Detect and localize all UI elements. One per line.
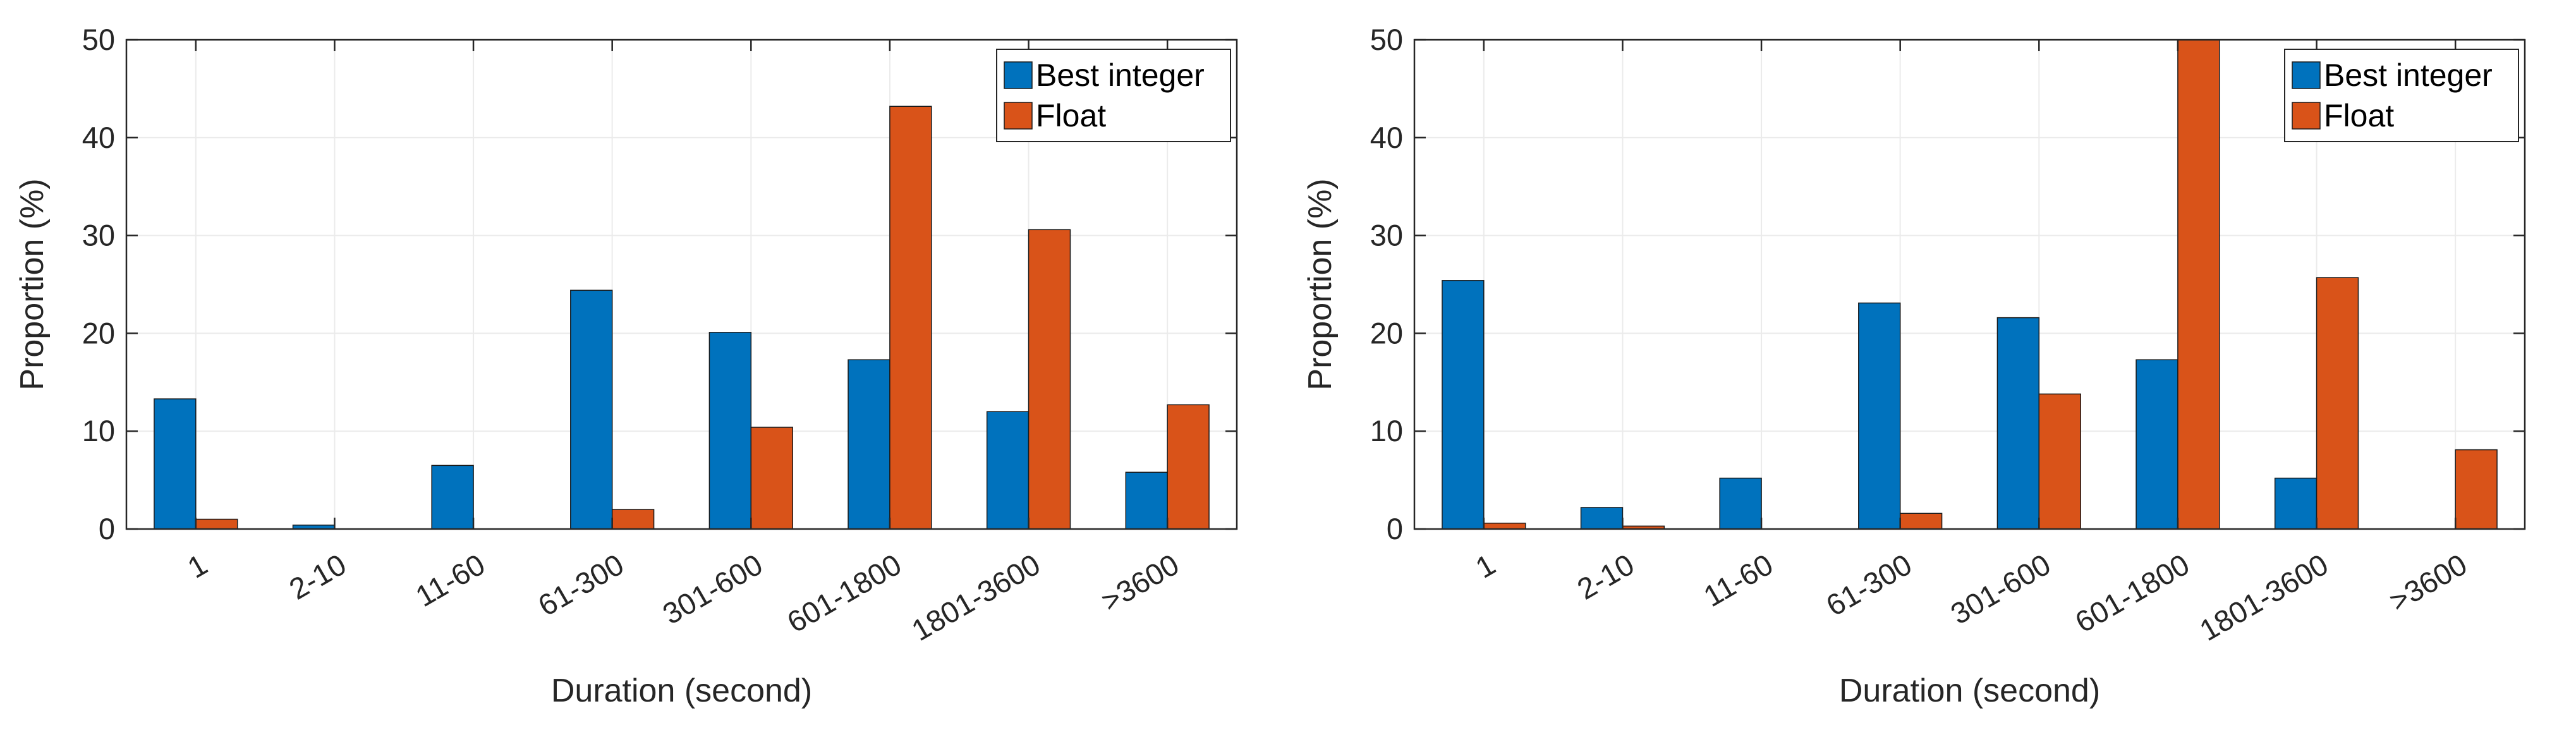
bar-chart: 0 10 20 30 40 50 1 2-10 11-60 61-300 301-600 601-18…: [14, 23, 1238, 709]
bar-float: [750, 427, 793, 530]
y-tick-label: 20: [82, 316, 115, 350]
x-tick-label: >3600: [1095, 547, 1184, 618]
legend-label-float: Float: [2324, 98, 2394, 133]
bar-float: [2177, 39, 2220, 530]
series-best-integer: [1442, 280, 2318, 530]
bar-best-integer: [1580, 507, 1624, 530]
y-axis-ticks: 0 10 20 30 40 50: [1370, 23, 2525, 545]
bar-float: [2038, 393, 2081, 530]
x-tick-label: 2-10: [1571, 547, 1639, 606]
y-tick-label: 0: [99, 512, 115, 545]
bar-float: [611, 509, 655, 530]
chart-panel-right: 0 10 20 30 40 50 1 2-10 11-60 61-300 301-600 601-18…: [1288, 0, 2576, 730]
chart-panel-left: 0 10 20 30 40 50 1 2-10 11-60 61-300 301-600 601-18…: [14, 23, 1238, 709]
legend-swatch-best-integer: [1004, 61, 1033, 89]
y-tick-label: 30: [82, 219, 115, 252]
bar-best-integer: [431, 465, 474, 530]
x-tick-label: 61-300: [532, 547, 629, 623]
bar-float: [1028, 229, 1071, 530]
bar-float: [2455, 449, 2498, 530]
y-axis-title: Proportion (%): [1302, 178, 1339, 390]
legend: Best integer Float: [2284, 49, 2519, 142]
x-tick-label: 601-1800: [781, 547, 907, 639]
y-tick-label: 20: [1370, 316, 1403, 350]
series-best-integer: [154, 289, 1168, 530]
legend-swatch-float: [2292, 102, 2321, 130]
bar-chart: 0 10 20 30 40 50 1 2-10 11-60 61-300 301-600 601-18…: [1302, 23, 2526, 709]
bar-best-integer: [1996, 317, 2040, 530]
y-tick-label: 50: [1370, 23, 1403, 56]
x-tick-label: >3600: [2383, 547, 2472, 618]
legend-label-best-integer: Best integer: [1036, 58, 1205, 93]
legend-label-float: Float: [1036, 98, 1106, 133]
y-axis-title: Proportion (%): [14, 178, 51, 390]
bar-best-integer: [1125, 471, 1168, 530]
y-tick-label: 30: [1370, 219, 1403, 252]
legend: Best integer Float: [996, 49, 1231, 142]
bar-float: [195, 518, 238, 530]
bar-best-integer: [848, 359, 890, 530]
y-tick-label: 40: [82, 121, 115, 154]
bar-best-integer: [1858, 302, 1901, 530]
bar-best-integer: [154, 398, 197, 530]
y-tick-label: 0: [1387, 512, 1403, 545]
x-tick-label: 1: [182, 547, 213, 585]
legend-swatch-best-integer: [2292, 61, 2321, 89]
x-tick-label: 1: [1470, 547, 1501, 585]
y-tick-label: 10: [1370, 414, 1403, 447]
x-tick-label: 601-1800: [2069, 547, 2195, 639]
series-float: [195, 106, 1210, 530]
bar-best-integer: [2136, 359, 2178, 530]
legend-box: [996, 49, 1231, 142]
x-tick-label: 11-60: [410, 547, 490, 613]
bar-float: [1899, 513, 1943, 530]
x-tick-label: 301-600: [657, 547, 768, 631]
legend-box: [2284, 49, 2519, 142]
x-axis-title: Duration (second): [1839, 672, 2100, 709]
bar-best-integer: [2274, 477, 2318, 530]
x-tick-label: 1801-3600: [906, 547, 1045, 647]
legend-swatch-float: [1004, 102, 1033, 130]
y-tick-label: 50: [82, 23, 115, 56]
y-tick-label: 10: [82, 414, 115, 447]
bar-float: [1483, 522, 1526, 530]
bars: [154, 106, 1210, 530]
x-tick-label: 1801-3600: [2194, 547, 2333, 647]
legend-label-best-integer: Best integer: [2324, 58, 2493, 93]
axes-box: [125, 39, 1238, 530]
x-tick-label: 11-60: [1698, 547, 1778, 613]
bar-best-integer: [986, 411, 1030, 530]
x-axis-title: Duration (second): [551, 672, 812, 709]
bar-float: [1167, 404, 1210, 530]
x-tick-label: 2-10: [283, 547, 351, 606]
axes-box: [1413, 39, 2526, 530]
y-axis-ticks: 0 10 20 30 40 50: [82, 23, 1237, 545]
bar-best-integer: [708, 332, 752, 530]
bar-float: [889, 106, 932, 530]
bar-best-integer: [570, 289, 613, 530]
bar-best-integer: [1442, 280, 1485, 530]
bar-best-integer: [1719, 477, 1762, 530]
y-tick-label: 40: [1370, 121, 1403, 154]
x-tick-label: 301-600: [1945, 547, 2056, 631]
x-tick-label: 61-300: [1820, 547, 1917, 623]
bar-float: [2316, 277, 2359, 530]
